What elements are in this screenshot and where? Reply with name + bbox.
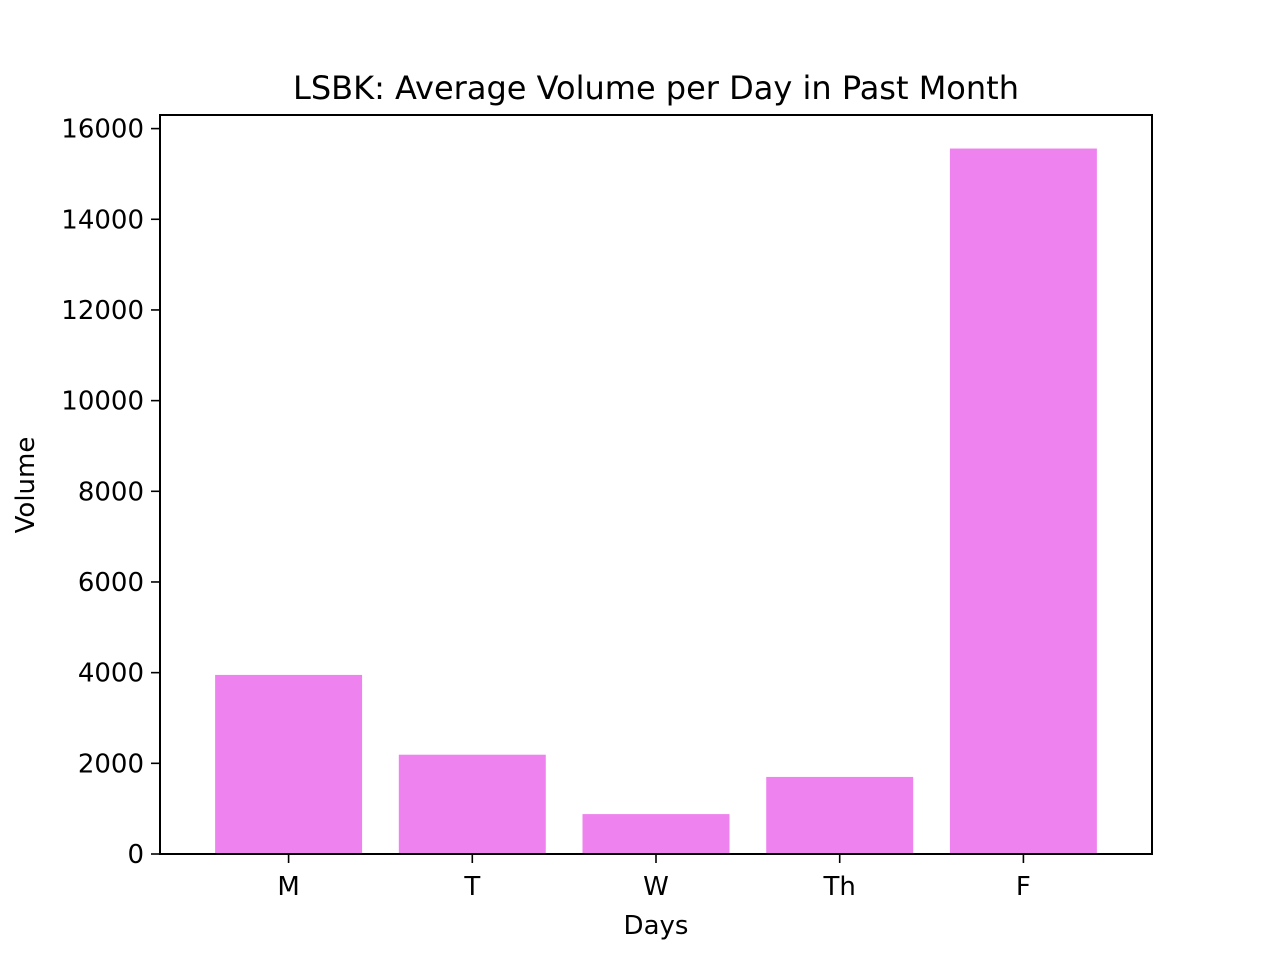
y-axis-ticks: 0 2000 4000 6000 8000 10000 12000 14000 16000: [61, 115, 160, 870]
y-tick-label-8000: 8000: [78, 477, 144, 507]
x-tick-label-t: T: [463, 872, 480, 902]
y-axis-label: Volume: [11, 437, 41, 534]
bar-f: [949, 148, 1097, 855]
y-tick-label-0: 0: [127, 840, 144, 870]
y-tick-label-14000: 14000: [61, 205, 144, 235]
bar-m: [215, 674, 363, 854]
y-tick-label-6000: 6000: [78, 568, 144, 598]
bar-w: [582, 814, 730, 854]
x-tick-label-f: F: [1016, 872, 1031, 902]
y-tick-label-2000: 2000: [78, 749, 144, 779]
y-tick-label-16000: 16000: [61, 115, 144, 145]
x-tick-label-m: M: [277, 872, 299, 902]
x-axis-ticks: M T W Th F: [277, 854, 1031, 902]
x-tick-label-w: W: [643, 872, 669, 902]
x-axis-label: Days: [624, 911, 689, 941]
chart-title: LSBK: Average Volume per Day in Past Mon…: [293, 69, 1019, 107]
bars-group: [215, 148, 1097, 855]
y-tick-label-12000: 12000: [61, 296, 144, 326]
y-tick-label-10000: 10000: [61, 387, 144, 417]
bar-t: [398, 754, 546, 854]
x-tick-label-th: Th: [823, 872, 856, 902]
y-tick-label-4000: 4000: [78, 659, 144, 689]
plot-frame: [159, 114, 1153, 855]
bar-th: [766, 776, 914, 854]
